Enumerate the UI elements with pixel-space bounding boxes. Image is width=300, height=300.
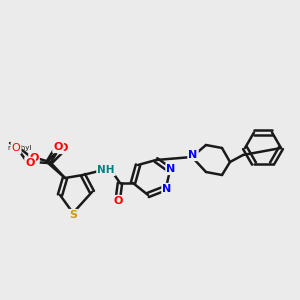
Text: S: S <box>69 210 77 220</box>
Text: methyl: methyl <box>8 145 32 151</box>
Text: O: O <box>25 158 35 168</box>
Text: N: N <box>162 184 172 194</box>
Text: N: N <box>167 164 176 174</box>
Text: NH: NH <box>97 165 115 175</box>
Text: O: O <box>53 142 63 152</box>
Text: O: O <box>12 143 20 153</box>
Text: O: O <box>29 153 39 163</box>
Text: N: N <box>188 150 198 160</box>
Text: O: O <box>58 143 68 153</box>
Text: O: O <box>113 196 123 206</box>
